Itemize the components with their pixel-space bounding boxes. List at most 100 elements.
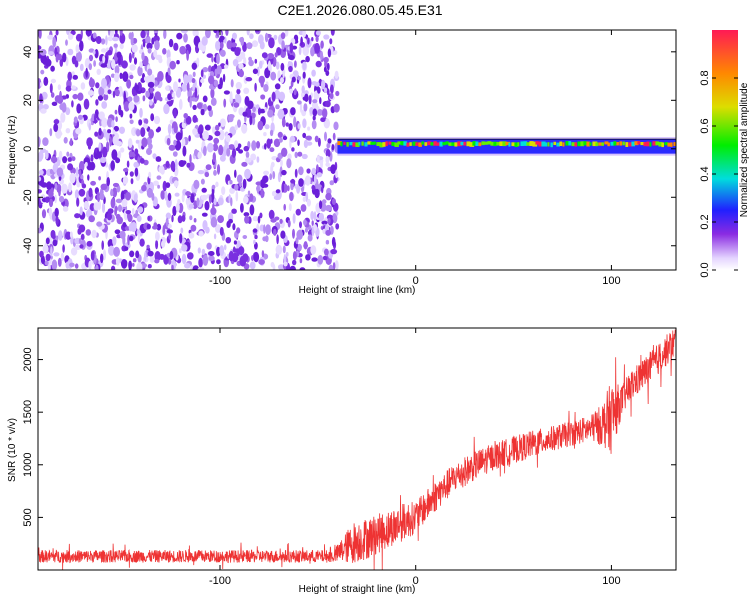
noise-cell (299, 258, 303, 264)
y-tick-label: 40 (22, 46, 34, 58)
noise-cell (207, 105, 212, 111)
noise-cell (110, 160, 115, 171)
signal-band-cell (376, 142, 382, 146)
noise-cell (149, 86, 154, 94)
noise-cell (148, 99, 153, 106)
noise-cell (193, 179, 200, 190)
colorbar-gradient (712, 30, 738, 270)
noise-cell (54, 207, 59, 217)
noise-cell (62, 156, 68, 164)
noise-cell (142, 95, 146, 102)
noise-cell (218, 129, 225, 141)
noise-cell (289, 88, 294, 94)
noise-cell (229, 91, 233, 102)
noise-cell (217, 83, 223, 90)
noise-cell (147, 250, 154, 257)
noise-cell (139, 238, 145, 247)
noise-cell (238, 149, 244, 154)
noise-cell (49, 128, 53, 137)
noise-cell (112, 236, 117, 246)
noise-cell (313, 224, 317, 232)
noise-cell (100, 183, 108, 190)
noise-cell (75, 51, 82, 62)
noise-cell (303, 139, 308, 149)
noise-cell (230, 79, 234, 88)
noise-cell (164, 190, 168, 201)
noise-cell (322, 108, 328, 118)
noise-cell (293, 116, 297, 128)
noise-cell (321, 79, 326, 90)
noise-cell (54, 182, 58, 190)
noise-cell (197, 151, 202, 159)
noise-cell (260, 188, 264, 199)
noise-cell (148, 129, 155, 139)
noise-cell (168, 233, 172, 240)
noise-cell (38, 136, 41, 148)
signal-band-cell (655, 141, 659, 146)
noise-cell (229, 187, 236, 194)
noise-cell (114, 109, 118, 115)
noise-cell (132, 262, 135, 267)
noise-cell (263, 132, 267, 137)
noise-cell (165, 160, 170, 168)
noise-cell (205, 30, 211, 39)
y-tick-label: 1500 (22, 400, 34, 424)
noise-cell (203, 145, 207, 157)
noise-cell (63, 137, 68, 144)
noise-cell (259, 212, 263, 219)
noise-cell (235, 94, 239, 100)
noise-cell (315, 35, 319, 43)
noise-cell (49, 83, 53, 94)
noise-cell (192, 30, 197, 37)
noise-cell (281, 182, 285, 193)
noise-cell (166, 229, 173, 234)
noise-cell (332, 213, 337, 222)
noise-cell (263, 224, 266, 234)
noise-cell (90, 180, 96, 186)
noise-cell (225, 237, 232, 244)
noise-cell (74, 60, 79, 68)
signal-band-cell (535, 141, 539, 145)
chart-title: C2E1.2026.080.05.45.E31 (277, 2, 442, 18)
noise-cell (122, 176, 129, 185)
noise-cell (65, 128, 71, 134)
noise-cell (74, 213, 81, 219)
noise-cell (302, 61, 307, 71)
noise-cell (249, 204, 255, 216)
noise-cell (216, 259, 221, 265)
noise-cell (317, 109, 323, 116)
noise-cell (315, 30, 321, 36)
noise-cell (58, 189, 61, 197)
noise-cell (189, 215, 193, 221)
noise-cell (123, 90, 126, 102)
noise-cell (133, 193, 138, 203)
noise-cell (72, 93, 78, 100)
noise-cell (202, 254, 209, 266)
noise-cell (189, 154, 192, 164)
noise-cell (128, 260, 132, 270)
noise-cell (83, 200, 90, 210)
noise-cell (289, 135, 296, 143)
noise-cell (238, 69, 244, 78)
noise-cell (181, 193, 185, 203)
noise-cell (113, 125, 120, 132)
noise-cell (325, 149, 331, 158)
noise-cell (233, 240, 237, 245)
noise-cell (135, 209, 139, 216)
noise-cell (327, 48, 332, 58)
noise-cell (333, 103, 340, 113)
noise-cell (166, 137, 171, 146)
noise-cell (213, 79, 219, 87)
signal-band-cell (658, 141, 663, 147)
noise-cell (76, 197, 80, 207)
noise-cell (307, 234, 313, 242)
noise-cell (96, 221, 103, 227)
signal-band-cell (547, 142, 550, 147)
noise-cell (179, 233, 183, 244)
noise-cell (192, 104, 197, 110)
noise-cell (248, 59, 254, 67)
noise-cell (256, 66, 260, 77)
noise-cell (169, 250, 174, 260)
noise-cell (209, 84, 213, 90)
noise-cell (192, 83, 195, 92)
